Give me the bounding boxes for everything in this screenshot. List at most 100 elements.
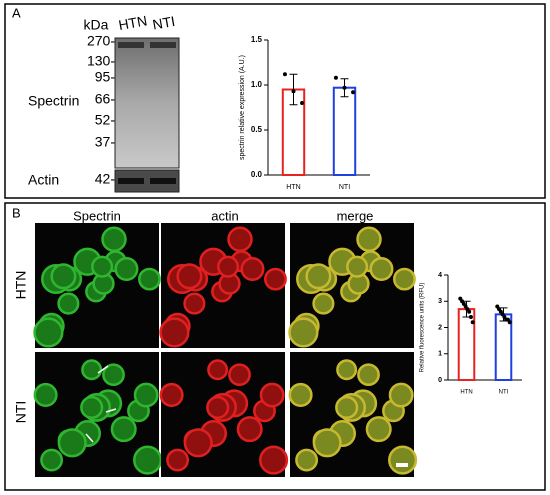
cell (176, 263, 203, 290)
cell (133, 445, 163, 475)
cell (110, 416, 137, 443)
data-point (351, 90, 356, 95)
cell (159, 382, 184, 407)
marker-label: 95- (95, 69, 116, 85)
cell (40, 448, 64, 472)
data-point (291, 89, 296, 94)
y-tick-label: 0 (438, 377, 442, 384)
blot-band (150, 178, 176, 184)
bar (332, 86, 357, 176)
cell (388, 445, 418, 475)
cell (264, 267, 287, 291)
y-tick-label: 2 (438, 324, 442, 331)
x-tick-label: NTI (339, 184, 350, 191)
x-tick-label: HTN (286, 184, 300, 191)
x-tick-label: HTN (460, 390, 472, 396)
y-axis-label: spectrin relative expression (A.U.) (239, 55, 246, 160)
cell (312, 428, 342, 458)
bar (457, 308, 476, 381)
cell (101, 226, 127, 253)
arrow (85, 433, 94, 443)
cell (57, 292, 80, 315)
data-point (468, 315, 473, 319)
cell (80, 395, 104, 420)
y-tick-label: 4 (438, 272, 442, 279)
micrographs (33, 223, 418, 477)
cell (57, 428, 87, 458)
panel-b-frame (4, 202, 546, 491)
blot-band (118, 178, 144, 184)
cell (335, 395, 359, 420)
scale-bar (396, 463, 408, 467)
cell (138, 267, 161, 291)
lane-label: NTI (151, 13, 176, 33)
arrow (105, 408, 117, 413)
cell (227, 226, 253, 253)
panel-label: A (12, 5, 21, 20)
cell (236, 416, 263, 443)
column-label: Spectrin (73, 208, 121, 223)
panel-a-frame (4, 3, 546, 199)
cell (295, 448, 319, 472)
cell (259, 382, 285, 408)
cell (166, 448, 190, 472)
cell (305, 263, 332, 290)
cell (240, 256, 265, 281)
cell (228, 363, 251, 387)
cell (259, 445, 289, 475)
unit-label: kDa (84, 17, 109, 33)
data-point (333, 75, 338, 80)
cell (114, 256, 139, 281)
lane-label: HTN (117, 12, 148, 33)
y-tick-label: 1.5 (251, 35, 263, 44)
data-point (467, 309, 472, 314)
marker-label: 52- (95, 112, 116, 128)
y-tick-label: 1.0 (251, 80, 263, 89)
cell (393, 267, 416, 291)
cell (288, 382, 313, 407)
y-axis-label: Relative fluorescence units (RFU) (420, 283, 426, 373)
row-label: HTN (13, 271, 29, 300)
marker-label: 270- (87, 33, 115, 49)
cell (357, 363, 380, 387)
cell (346, 255, 369, 278)
arrow (97, 365, 109, 374)
blot-image (114, 37, 180, 169)
cell (206, 395, 230, 420)
cell (388, 382, 414, 408)
cell (133, 382, 159, 408)
y-tick-label: 3 (438, 298, 442, 305)
row-label: Actin (28, 172, 59, 188)
cell (81, 359, 103, 381)
cell (33, 317, 64, 348)
y-tick-label: 1 (438, 351, 442, 358)
cell (365, 416, 392, 443)
data-point (342, 85, 347, 90)
marker-label: 66- (95, 91, 116, 107)
cell (159, 317, 190, 348)
cell (312, 292, 335, 315)
cell (91, 255, 114, 278)
y-tick-label: 0.5 (251, 125, 263, 134)
cell (288, 317, 319, 348)
cell (50, 263, 77, 290)
cell (183, 292, 206, 315)
cell (102, 363, 125, 387)
cell (336, 359, 358, 381)
cell (356, 226, 382, 253)
blot-image (114, 169, 180, 193)
panel-label: B (12, 205, 21, 220)
blot-band (150, 42, 176, 48)
cell (369, 256, 394, 281)
data-point (300, 101, 305, 105)
column-label: actin (211, 208, 238, 223)
marker-label: 42- (95, 171, 116, 187)
blot-band (118, 42, 144, 48)
cell (33, 382, 58, 407)
cell (207, 359, 229, 381)
data-point (507, 320, 512, 325)
marker-label: 130- (87, 53, 115, 69)
x-tick-label: NTI (499, 390, 509, 396)
data-point (470, 320, 475, 325)
